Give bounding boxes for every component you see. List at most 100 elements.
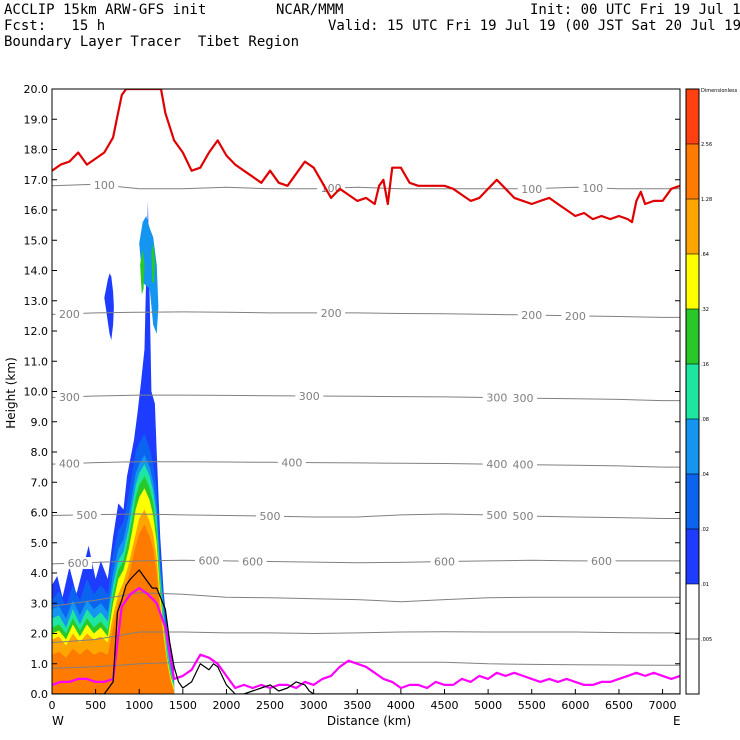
contour-label-bg: [509, 458, 537, 471]
contour-label-500: 500: [513, 510, 534, 523]
contour-label-bg: [55, 390, 84, 403]
y-tick-label: 8.0: [31, 446, 49, 459]
contour-label-600: 600: [68, 557, 89, 570]
x-tick-label: 2000: [212, 699, 240, 712]
y-tick-label: 12.0: [24, 325, 49, 338]
contour-label-bg: [482, 458, 511, 471]
contour-label-bg: [317, 306, 346, 319]
x-tick-label: 4000: [387, 699, 415, 712]
contour-label-bg: [55, 307, 84, 320]
contour-label-200: 200: [59, 308, 80, 321]
y-tick-label: 17.0: [24, 174, 49, 187]
pressure-contour-300: [52, 394, 680, 402]
contour-label-600: 600: [242, 555, 263, 568]
contour-label-bg: [517, 182, 546, 195]
contour-label-bg: [430, 555, 459, 568]
contour-label-300: 300: [59, 391, 80, 404]
east-end-label: E: [673, 714, 681, 728]
x-tick-label: 2500: [256, 699, 284, 712]
tracer-blob-level-3-1: [139, 216, 159, 334]
contour-label-600: 600: [591, 555, 612, 568]
contour-label-bg: [587, 554, 616, 567]
contour-label-400: 400: [281, 456, 302, 469]
y-tick-label: 4.0: [31, 567, 49, 580]
contour-label-400: 400: [486, 458, 507, 471]
y-tick-label: 16.0: [24, 204, 49, 217]
contour-label-bg: [72, 508, 101, 521]
colorbar-level-label: .08: [701, 417, 709, 423]
x-tick-label: 5000: [474, 699, 502, 712]
y-tick-label: 9.0: [31, 416, 49, 429]
contour-label-500: 500: [260, 510, 281, 523]
tracer-blob-level-1-0: [104, 273, 114, 341]
contour-label-bg: [509, 392, 537, 405]
y-tick-label: 19.0: [24, 113, 49, 126]
axes: 0.0 1.0 2.0 3.0 4.0 5.0 6.0 7.0 8.0 9.0 10.0 11.0 12…: [24, 83, 681, 712]
colorbar-segment-6: [686, 309, 699, 364]
y-tick-label: 11.0: [24, 355, 49, 368]
colorbar-segment-8: [686, 199, 699, 254]
y-tick-label: 18.0: [24, 144, 49, 157]
contour-label-bg: [517, 308, 546, 321]
colorbar-segment-10: [686, 89, 699, 144]
pbl-line: [52, 587, 680, 690]
pressure-contour-500: [52, 513, 680, 519]
colorbar-segment-4: [686, 419, 699, 474]
contour-label-bg: [578, 181, 607, 194]
contour-label-300: 300: [513, 392, 534, 405]
x-tick-label: 6000: [561, 699, 589, 712]
colorbar-segment-2: [686, 529, 699, 584]
contour-label-600: 600: [434, 556, 455, 569]
contour-label-300: 300: [486, 392, 507, 405]
colorbar-level-label: .04: [701, 472, 709, 478]
colorbar-level-label: .16: [701, 362, 709, 368]
west-end-label: W: [52, 714, 64, 728]
contour-label-200: 200: [565, 310, 586, 323]
y-tick-label: 14.0: [24, 265, 49, 278]
colorbar-segment-0: [686, 639, 699, 694]
contour-label-100: 100: [94, 179, 115, 192]
contour-label-200: 200: [321, 307, 342, 320]
y-tick-label: 20.0: [24, 83, 49, 96]
y-tick-label: 6.0: [31, 507, 49, 520]
contour-label-200: 200: [521, 309, 542, 322]
contour-label-300: 300: [299, 390, 320, 403]
contour-label-500: 500: [486, 509, 507, 522]
colorbar-title: Dimensionless: [701, 88, 738, 94]
title-line-1-center: NCAR/MMM: [276, 2, 344, 18]
init-time: Init: 00 UTC Fri 19 Jul 19: [530, 2, 740, 18]
pressure-contour-200: [52, 311, 680, 318]
colorbar-frame: [685, 88, 700, 695]
contour-label-bg: [90, 179, 119, 192]
colorbar-level-label: .01: [701, 582, 709, 588]
colorbar-level-label: 2.56: [701, 142, 712, 148]
x-axis-label: Distance (km): [327, 714, 411, 728]
y-tick-label: 1.0: [31, 658, 49, 671]
contour-label-bg: [509, 509, 537, 522]
x-tick-label: 5500: [518, 699, 546, 712]
valid-time: Valid: 15 UTC Fri 19 Jul 19 (00 JST Sat …: [328, 18, 740, 34]
colorbar-level-label: .64: [701, 252, 709, 258]
contour-label-bg: [295, 390, 324, 403]
contour-label-600: 600: [199, 555, 220, 568]
chart-subtitle: Boundary Layer Tracer Tibet Region: [4, 34, 300, 50]
colorbar-level-label: .32: [701, 307, 709, 313]
y-tick-label: 10.0: [24, 386, 49, 399]
contour-label-bg: [256, 510, 285, 523]
contour-label-bg: [482, 509, 511, 522]
contour-label-bg: [277, 456, 306, 469]
x-tick-label: 500: [85, 699, 106, 712]
y-tick-label: 3.0: [31, 597, 49, 610]
y-tick-label: 5.0: [31, 537, 49, 550]
contour-label-bg: [482, 391, 511, 404]
contour-label-400: 400: [513, 459, 534, 472]
colorbar-level-label: .005: [701, 637, 712, 643]
contour-label-bg: [561, 309, 590, 322]
y-tick-label: 13.0: [24, 295, 49, 308]
colorbar-level-label: 1.28: [701, 197, 712, 203]
tracer-blob-level-5-3: [151, 243, 155, 283]
contour-label-bg: [195, 554, 223, 567]
y-tick-label: 0.0: [31, 688, 49, 701]
colorbar-segment-1: [686, 584, 699, 639]
